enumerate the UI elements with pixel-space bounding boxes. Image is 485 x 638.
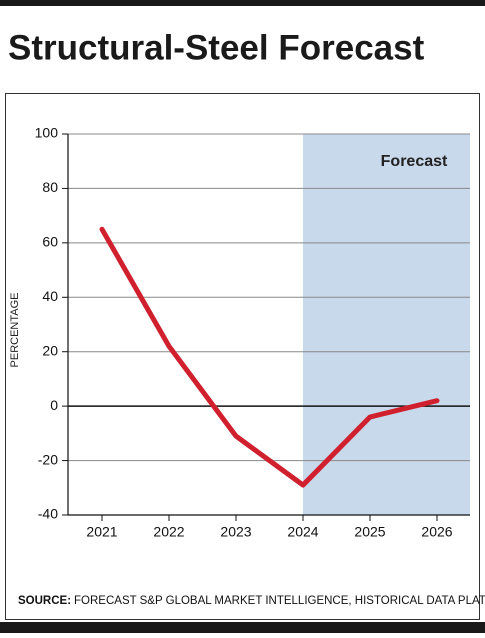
annotation: Forecast (381, 153, 448, 170)
bottom-bar (0, 622, 485, 633)
y-tick-label: 40 (42, 288, 58, 304)
y-tick-label: 0 (50, 397, 58, 413)
y-tick-label: 20 (42, 342, 58, 358)
y-tick-label: -20 (38, 451, 58, 467)
y-tick-label: 80 (42, 179, 58, 195)
x-tick-label: 2025 (354, 524, 385, 540)
data-line (99, 226, 440, 488)
top-bar (0, 0, 485, 6)
x-tick-label: 2022 (153, 524, 184, 540)
y-tick-label: 100 (35, 125, 59, 141)
chart-title: Structural-Steel Forecast (8, 28, 425, 67)
x-tick-label: 2021 (86, 524, 117, 540)
source: SOURCE: FORECAST S&P GLOBAL MARKET INTELL… (18, 595, 485, 607)
y-tick-label: 60 (42, 234, 58, 250)
x-tick-label: 2023 (220, 524, 251, 540)
source-label: SOURCE: (18, 595, 71, 607)
source-text: FORECAST S&P GLOBAL MARKET INTELLIGENCE,… (74, 595, 485, 607)
x-tick-label: 2026 (421, 524, 452, 540)
x-tick-label: 2024 (287, 524, 318, 540)
forecast-region (303, 134, 470, 515)
chart-frame (5, 93, 480, 620)
y-axis-label: PERCENTAGE (9, 293, 21, 368)
y-tick-label: -40 (38, 506, 58, 522)
